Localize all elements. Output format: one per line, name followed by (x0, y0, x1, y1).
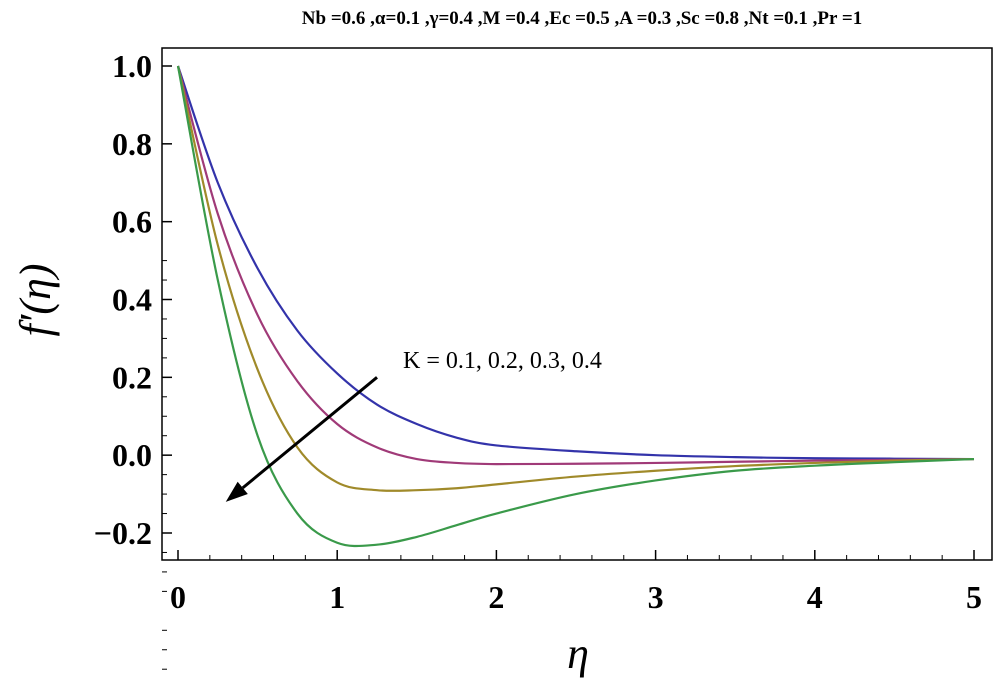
y-axis-title: f′(η) (11, 264, 60, 337)
y-tick-label: 0.0 (112, 437, 152, 473)
x-tick-label: 1 (329, 579, 345, 615)
series-line-3 (176, 65, 975, 492)
annotation-text: K = 0.1, 0.2, 0.3, 0.4 (403, 348, 602, 374)
chart-title: Nb =0.6 ,α=0.1 ,γ=0.4 ,M =0.4 ,Ec =0.5 ,… (302, 8, 862, 29)
series-group (176, 65, 975, 548)
y-tick-label: −0.2 (94, 515, 152, 551)
annotation-arrow-head (225, 481, 248, 502)
series-line-1 (176, 65, 975, 461)
y-tick-label: 0.8 (112, 126, 152, 162)
x-tick-label: 0 (170, 579, 186, 615)
axis-ticks: 0 1 2 3 4 5 1.0 0.8 0.6 0.4 0.2 0.0 −0.2 (94, 48, 982, 670)
x-tick-label: 4 (807, 579, 823, 615)
y-tick-label: 0.4 (112, 282, 152, 318)
y-tick-label: 0.6 (112, 204, 152, 240)
x-axis-title: η (567, 629, 589, 678)
annotation-arrow (225, 376, 378, 502)
plot-frame (161, 47, 993, 561)
x-tick-label: 3 (648, 579, 664, 615)
series-line-4 (176, 65, 975, 548)
annotation-arrow-line (241, 376, 378, 490)
series-line-2 (176, 65, 975, 466)
y-tick-label: 0.2 (112, 359, 152, 395)
x-tick-label: 2 (488, 579, 504, 615)
y-tick-label: 1.0 (112, 48, 152, 84)
x-tick-label: 5 (966, 579, 982, 615)
